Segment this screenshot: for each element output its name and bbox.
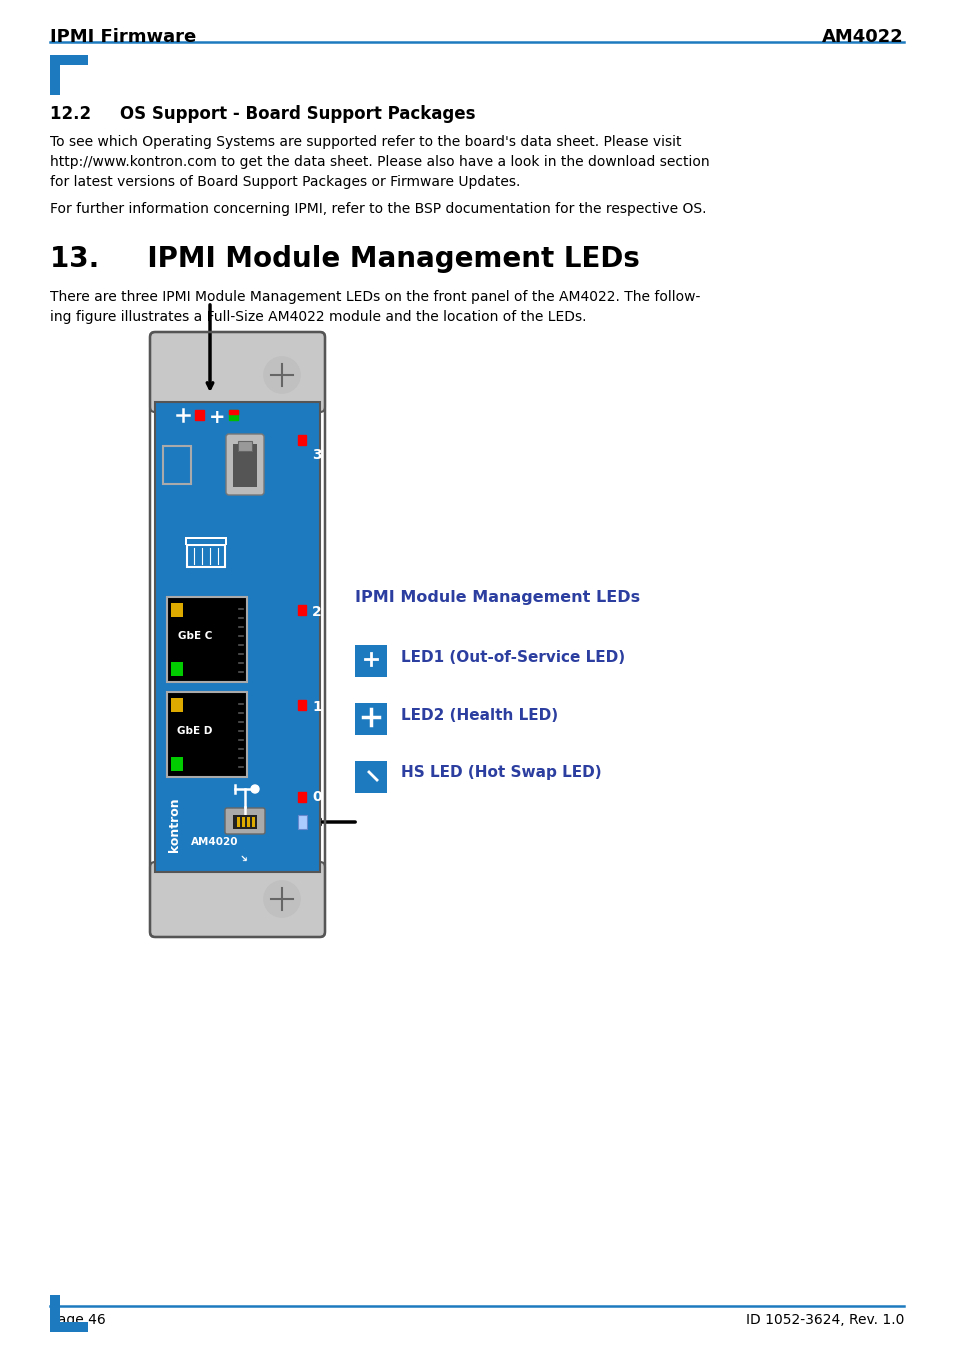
FancyBboxPatch shape (150, 332, 325, 412)
Bar (229, 410, 237, 414)
Bar (297, 605, 306, 616)
Text: Page 46: Page 46 (50, 1314, 106, 1327)
Bar (187, 539, 225, 544)
Text: 2: 2 (312, 605, 321, 620)
Text: 0: 0 (312, 790, 321, 805)
Text: 12.2     OS Support - Board Support Packages: 12.2 OS Support - Board Support Packages (50, 105, 475, 123)
Bar (236, 817, 240, 828)
Bar (355, 703, 387, 734)
Bar (355, 761, 387, 792)
Text: +: + (209, 408, 225, 427)
Bar (247, 817, 250, 828)
Text: IPMI Module Management LEDs: IPMI Module Management LEDs (355, 590, 639, 605)
Bar (163, 446, 191, 485)
Text: 13.     IPMI Module Management LEDs: 13. IPMI Module Management LEDs (50, 244, 639, 273)
Bar (167, 693, 247, 778)
Text: For further information concerning IPMI, refer to the BSP documentation for the : For further information concerning IPMI,… (50, 202, 706, 216)
Bar (194, 410, 204, 420)
Text: kontron: kontron (169, 796, 181, 852)
Bar (233, 444, 256, 487)
Bar (252, 817, 254, 828)
Text: 3: 3 (312, 448, 321, 462)
Bar (171, 757, 183, 771)
Text: 1: 1 (312, 701, 321, 714)
Bar (50, 55, 88, 65)
Bar (229, 410, 237, 420)
Bar (237, 441, 252, 451)
Bar (233, 815, 256, 829)
Bar (297, 435, 306, 446)
Circle shape (264, 882, 299, 917)
Text: AM4022: AM4022 (821, 28, 903, 46)
Text: ID 1052-3624, Rev. 1.0: ID 1052-3624, Rev. 1.0 (745, 1314, 903, 1327)
Text: HS LED (Hot Swap LED): HS LED (Hot Swap LED) (400, 765, 601, 780)
Bar (242, 817, 245, 828)
Text: AM4020: AM4020 (191, 837, 238, 846)
Text: To see which Operating Systems are supported refer to the board's data sheet. Pl: To see which Operating Systems are suppo… (50, 135, 709, 189)
Text: IPMI Firmware: IPMI Firmware (50, 28, 196, 46)
Text: GbE C: GbE C (177, 630, 212, 641)
Bar (297, 792, 306, 802)
Text: LED1 (Out-of-Service LED): LED1 (Out-of-Service LED) (400, 649, 624, 664)
Bar (50, 55, 60, 94)
Circle shape (264, 356, 299, 393)
Circle shape (172, 405, 193, 425)
Bar (187, 545, 225, 567)
Text: LED2 (Health LED): LED2 (Health LED) (400, 707, 558, 722)
FancyBboxPatch shape (226, 433, 264, 495)
FancyBboxPatch shape (225, 809, 265, 834)
Bar (171, 662, 183, 676)
Bar (297, 701, 306, 710)
Bar (355, 645, 387, 676)
Bar (50, 1322, 88, 1332)
Text: GbE D: GbE D (177, 726, 213, 736)
FancyBboxPatch shape (150, 863, 325, 937)
Bar (154, 402, 319, 872)
Bar (167, 597, 247, 682)
Bar (185, 537, 227, 545)
Bar (297, 815, 307, 829)
Bar (171, 603, 183, 617)
Text: There are three IPMI Module Management LEDs on the front panel of the AM4022. Th: There are three IPMI Module Management L… (50, 290, 700, 324)
Bar (50, 1295, 60, 1330)
Circle shape (251, 784, 258, 792)
Bar (171, 698, 183, 711)
Text: ➔: ➔ (236, 852, 249, 865)
